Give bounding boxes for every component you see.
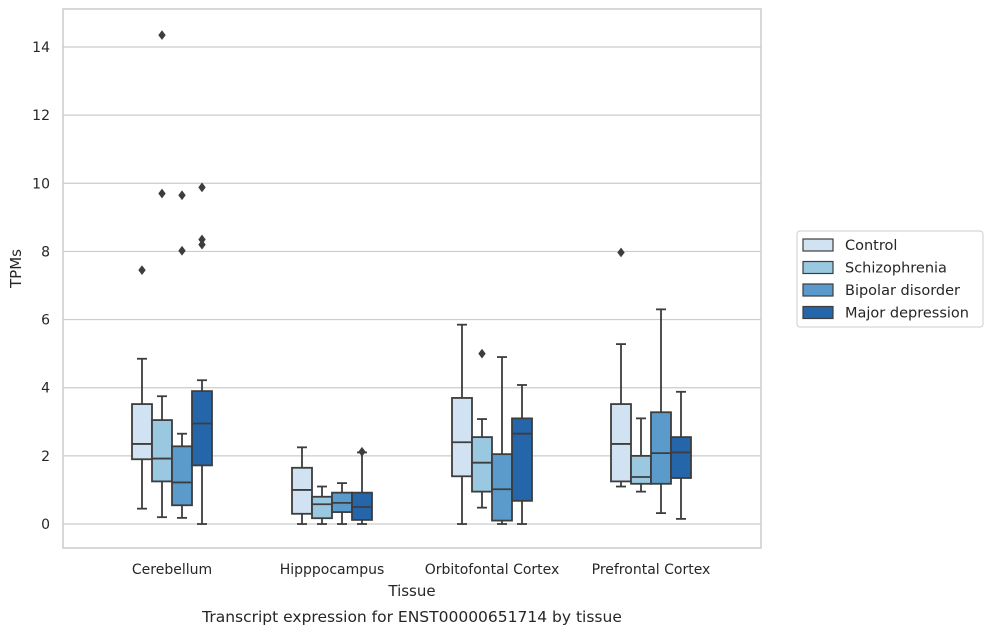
box-bipolar-disorder-0 <box>171 190 193 519</box>
x-axis-title: Tissue <box>387 582 435 600</box>
legend-label: Control <box>845 238 897 254</box>
legend-frame <box>796 230 984 328</box>
box-major-depression-0 <box>191 182 213 525</box>
box-control-1 <box>291 446 313 525</box>
box-schizophrenia-2 <box>471 348 493 509</box>
x-tick-label: Cerebellum <box>132 562 212 578</box>
box-major-depression-3 <box>670 390 692 520</box>
outlier-point <box>138 265 146 276</box>
box-body <box>151 419 173 483</box>
box-schizophrenia-3 <box>630 417 652 493</box>
box-bipolar-disorder-2 <box>491 356 513 525</box>
box-body <box>630 454 652 485</box>
legend-label: Bipolar disorder <box>845 283 960 299</box>
y-tick-label: 2 <box>41 449 50 465</box>
outlier-point <box>478 348 486 359</box>
box-control-3 <box>610 247 632 488</box>
y-tick-label: 4 <box>41 381 50 397</box>
outlier-point <box>158 30 166 40</box>
y-tick-label: 10 <box>32 176 50 192</box>
box-body <box>670 436 692 479</box>
box-body <box>650 411 672 485</box>
chart-caption: Transcript expression for ENST0000065171… <box>201 608 622 626</box>
box-body <box>451 397 473 478</box>
y-axis-title: TPMs <box>7 249 25 289</box>
box-body <box>191 390 213 467</box>
box-body <box>511 417 533 502</box>
y-tick-label: 0 <box>41 517 50 533</box>
legend-label: Schizophrenia <box>845 261 947 277</box>
box-body <box>131 403 153 461</box>
legend-label: Major depression <box>845 306 969 322</box>
y-tick-label: 12 <box>32 108 50 124</box>
box-control-0 <box>131 265 153 510</box>
x-tick-label: Prefrontal Cortex <box>592 562 711 578</box>
outlier-point <box>198 239 206 250</box>
y-tick-label: 6 <box>41 313 50 329</box>
y-tick-label: 14 <box>32 40 50 56</box>
outlier-point <box>158 188 166 199</box>
outlier-point <box>178 190 186 201</box>
box-body <box>311 495 333 520</box>
legend: Control Schizophrenia Bipolar disorder Majo… <box>796 230 984 328</box>
box-body <box>491 453 513 522</box>
legend-swatch <box>802 260 834 275</box>
x-tick-label: Hipppocampus <box>280 562 385 578</box>
outlier-point <box>617 247 625 258</box>
box-schizophrenia-1 <box>311 485 333 525</box>
box-major-depression-2 <box>511 384 533 525</box>
legend-swatch <box>802 305 834 320</box>
box-schizophrenia-0 <box>151 30 173 519</box>
x-tick-label: Orbitofontal Cortex <box>425 562 560 578</box>
outlier-point <box>198 182 206 193</box>
legend-swatch <box>802 238 834 252</box>
box-body <box>171 445 193 507</box>
legend-swatch <box>802 283 834 297</box>
y-tick-label: 8 <box>41 244 50 260</box>
box-body <box>471 436 493 493</box>
outlier-point <box>178 245 186 256</box>
outlier-point <box>358 446 366 457</box>
box-body <box>610 403 632 483</box>
box-major-depression-1 <box>351 446 373 525</box>
